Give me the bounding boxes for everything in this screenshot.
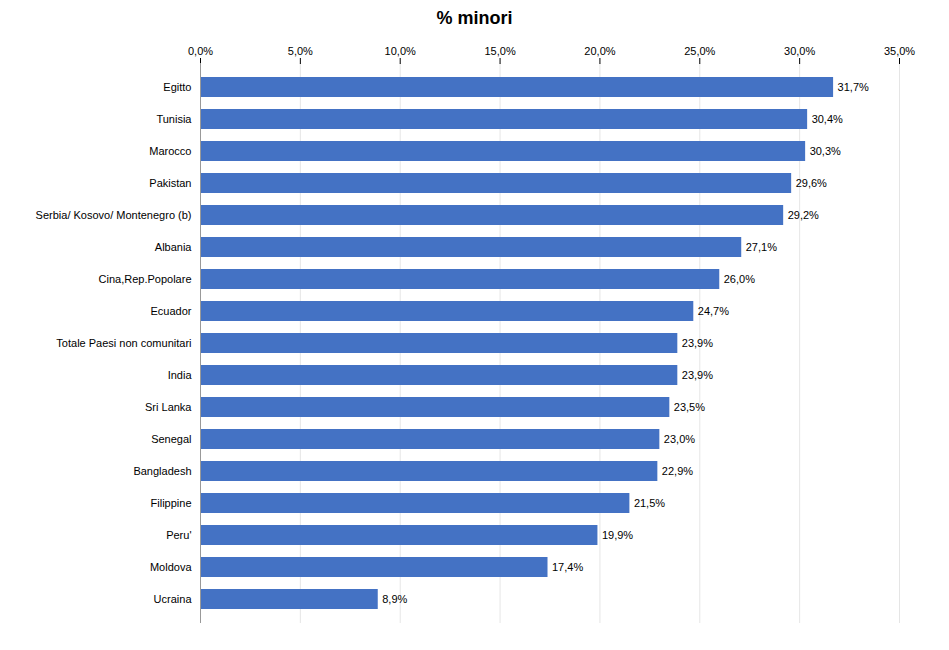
svg-text:19,9%: 19,9% bbox=[602, 529, 633, 541]
svg-text:Bangladesh: Bangladesh bbox=[133, 465, 191, 477]
html-text:% minori: % minori bbox=[436, 8, 513, 28]
svg-text:Moldova: Moldova bbox=[150, 561, 192, 573]
svg-text:10,0%: 10,0% bbox=[385, 45, 416, 57]
svg-text:30,3%: 30,3% bbox=[810, 145, 841, 157]
svg-text:31,7%: 31,7% bbox=[838, 81, 869, 93]
svg-text:23,9%: 23,9% bbox=[682, 337, 713, 349]
svg-text:Ucraina: Ucraina bbox=[154, 593, 193, 605]
svg-text:Ecuador: Ecuador bbox=[151, 305, 192, 317]
svg-text:Totale Paesi non comunitari: Totale Paesi non comunitari bbox=[56, 337, 191, 349]
svg-text:29,6%: 29,6% bbox=[796, 177, 827, 189]
svg-text:15,0%: 15,0% bbox=[484, 45, 515, 57]
svg-text:22,9%: 22,9% bbox=[662, 465, 693, 477]
svg-text:23,0%: 23,0% bbox=[664, 433, 695, 445]
svg-text:24,7%: 24,7% bbox=[698, 305, 729, 317]
svg-text:17,4%: 17,4% bbox=[552, 561, 583, 573]
svg-text:Filippine: Filippine bbox=[151, 497, 192, 509]
svg-text:23,5%: 23,5% bbox=[674, 401, 705, 413]
svg-text:30,4%: 30,4% bbox=[812, 113, 843, 125]
svg-text:Senegal: Senegal bbox=[151, 433, 191, 445]
svg-text:30,0%: 30,0% bbox=[784, 45, 815, 57]
svg-text:23,9%: 23,9% bbox=[682, 369, 713, 381]
svg-text:Egitto: Egitto bbox=[163, 81, 191, 93]
svg-text:Serbia/ Kosovo/ Montenegro (b): Serbia/ Kosovo/ Montenegro (b) bbox=[36, 209, 192, 221]
svg-text:Albania: Albania bbox=[155, 241, 193, 253]
svg-text:8,9%: 8,9% bbox=[382, 593, 407, 605]
svg-text:Marocco: Marocco bbox=[149, 145, 191, 157]
svg-text:29,2%: 29,2% bbox=[788, 209, 819, 221]
svg-text:0,0%: 0,0% bbox=[188, 45, 213, 57]
svg-text:21,5%: 21,5% bbox=[634, 497, 665, 509]
svg-text:27,1%: 27,1% bbox=[746, 241, 777, 253]
svg-text:20,0%: 20,0% bbox=[584, 45, 615, 57]
svg-text:Cina,Rep.Popolare: Cina,Rep.Popolare bbox=[99, 273, 192, 285]
svg-text:Pakistan: Pakistan bbox=[149, 177, 191, 189]
svg-text:Peru': Peru' bbox=[166, 529, 191, 541]
svg-text:Tunisia: Tunisia bbox=[156, 113, 192, 125]
svg-text:26,0%: 26,0% bbox=[724, 273, 755, 285]
svg-text:India: India bbox=[168, 369, 193, 381]
svg-text:5,0%: 5,0% bbox=[288, 45, 313, 57]
svg-text:25,0%: 25,0% bbox=[684, 45, 715, 57]
svg-text:35,0%: 35,0% bbox=[884, 45, 915, 57]
svg-text:Sri Lanka: Sri Lanka bbox=[145, 401, 192, 413]
